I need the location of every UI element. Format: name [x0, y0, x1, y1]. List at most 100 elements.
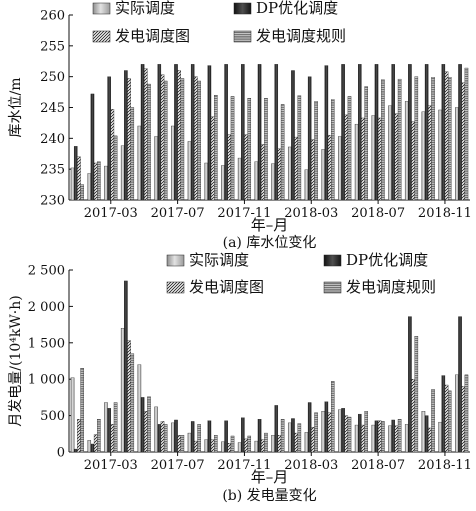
bar-diag	[160, 74, 165, 201]
legend-label: 实际调度	[189, 251, 249, 269]
bar-diag	[344, 415, 349, 453]
bar-horiz	[97, 161, 101, 201]
chart-caption: (a) 库水位变化	[223, 235, 317, 251]
bar-diag	[344, 114, 349, 201]
bar-light	[438, 421, 442, 453]
bar-dark	[157, 64, 162, 201]
bar-dark	[124, 280, 128, 453]
bar-horiz	[381, 421, 385, 453]
bar-light	[371, 115, 376, 201]
bar-diag	[110, 424, 115, 453]
y-tick-label: 0	[57, 446, 65, 461]
bar-diag	[444, 71, 449, 201]
bar-horiz	[314, 412, 318, 453]
y-tick-label: 1 000	[28, 373, 65, 388]
bar-horiz	[180, 78, 185, 201]
legend-label: 发电调度规则	[256, 27, 346, 45]
bar-horiz	[464, 67, 469, 201]
bar-light	[237, 157, 242, 201]
bar-diag	[77, 156, 81, 201]
bar-diag	[160, 421, 165, 453]
bar-light	[271, 435, 275, 453]
bar-dark	[90, 93, 95, 201]
legend-label: 实际调度	[115, 0, 175, 17]
bar-dark	[224, 64, 228, 201]
bar-dark	[257, 419, 262, 453]
legend-swatch-dark	[233, 2, 252, 15]
bar-diag	[294, 136, 298, 201]
bar-dark	[107, 76, 111, 201]
bar-dark	[307, 402, 312, 453]
bar-dark	[274, 64, 279, 201]
bar-dark	[207, 65, 212, 201]
bar-diag	[110, 109, 115, 201]
legend-swatch-light	[166, 254, 185, 267]
bar-dark	[341, 408, 345, 453]
bar-light	[388, 105, 392, 201]
legend-label: DP优化调度	[346, 251, 428, 269]
bar-light	[171, 125, 175, 201]
bar-horiz	[197, 80, 201, 201]
bar-diag	[377, 117, 382, 201]
bar-light	[254, 161, 259, 201]
bar-horiz	[397, 419, 402, 453]
bar-light	[455, 107, 459, 201]
bar-dark	[90, 443, 95, 453]
bar-dark	[241, 417, 245, 453]
bar-horiz	[347, 96, 352, 201]
x-axis-title: 年–月	[251, 468, 289, 486]
x-tick-label: 2017-07	[151, 206, 205, 221]
bar-dark	[374, 420, 379, 453]
bar-dark	[358, 413, 362, 453]
bar-dark	[190, 64, 195, 201]
bar-light	[104, 165, 108, 201]
bar-dark	[424, 64, 429, 201]
bar-diag	[411, 121, 415, 201]
bar-horiz	[113, 135, 118, 201]
bar-diag	[144, 411, 148, 453]
bar-horiz	[130, 353, 135, 453]
x-tick-label: 2017-03	[84, 206, 138, 221]
bar-dark	[107, 408, 111, 453]
bar-diag	[210, 439, 215, 453]
bar-horiz	[397, 78, 402, 201]
bar-dark	[458, 64, 462, 201]
bar-light	[187, 141, 192, 201]
bar-dark	[424, 415, 429, 453]
y-tick-label: 500	[40, 409, 65, 424]
x-tick-label: 2017-11	[217, 206, 271, 221]
bar-light	[154, 136, 158, 201]
legend-swatch-diag	[92, 30, 111, 43]
bar-horiz	[364, 411, 368, 453]
bar-dark	[307, 76, 312, 201]
bar-light	[120, 145, 125, 201]
bar-diag	[461, 386, 466, 453]
bar-light	[137, 125, 142, 201]
chart-panel-b: 0 500 1 000 1 500 2 000 2 500 2017-03 2017-07 20…	[8, 251, 472, 504]
bar-horiz	[331, 381, 335, 453]
bar-dark	[73, 146, 78, 201]
bar-dark	[358, 64, 362, 201]
bar-dark	[257, 64, 262, 201]
bar-diag	[144, 68, 148, 201]
bar-diag	[77, 419, 81, 453]
bar-diag	[294, 432, 298, 453]
bar-diag	[194, 440, 198, 453]
chart-caption: (b) 发电量变化	[222, 488, 316, 504]
bar-diag	[411, 379, 415, 453]
bar-diag	[327, 412, 332, 453]
bar-light	[87, 440, 92, 453]
bar-horiz	[447, 77, 452, 201]
y-tick-label: 2 500	[28, 264, 65, 279]
bar-horiz	[247, 98, 252, 201]
bar-light	[254, 440, 259, 453]
bar-diag	[177, 70, 181, 201]
bar-horiz	[381, 79, 385, 201]
bar-light	[120, 328, 125, 453]
bar-dark	[441, 375, 446, 453]
bar-light	[354, 123, 359, 201]
bar-light	[221, 441, 225, 453]
bar-dark	[140, 64, 145, 201]
bar-diag	[260, 439, 265, 453]
bar-dark	[174, 419, 178, 453]
